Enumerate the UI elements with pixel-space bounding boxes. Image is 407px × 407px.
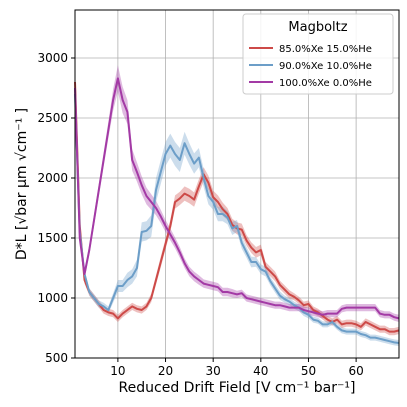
x-tick-label: 40: [253, 364, 268, 378]
legend-label-3: 100.0%Xe 0.0%He: [279, 78, 372, 89]
axis-ticks: 10 20 30 40 50 60 500 1000 1500 2000 2500 3000: [37, 51, 363, 378]
series-line-2: [74, 93, 400, 344]
x-tick-label: 10: [110, 364, 125, 378]
legend: Magboltz 85.0%Xe 15.0%He 90.0%Xe 10.0%He 1…: [242, 13, 394, 95]
series-line-3: [74, 77, 400, 320]
y-tick-label: 1500: [37, 231, 68, 245]
y-tick-label: 2000: [37, 171, 68, 185]
gridlines: [75, 10, 399, 359]
x-tick-label: 20: [158, 364, 173, 378]
y-tick-label: 2500: [37, 111, 68, 125]
legend-entries: 85.0%Xe 15.0%He 90.0%Xe 10.0%He 100.0%Xe 0…: [249, 44, 372, 89]
series-lines: [74, 77, 400, 344]
x-axis-label: Reduced Drift Field [V cm⁻¹ bar⁻¹]: [119, 380, 356, 396]
y-tick-label: 1000: [37, 291, 68, 305]
x-tick-label: 50: [301, 364, 316, 378]
x-tick-label: 60: [348, 364, 363, 378]
legend-title: Magboltz: [288, 20, 347, 35]
legend-box: [242, 13, 394, 95]
y-tick-label: 500: [45, 351, 68, 365]
x-tick-label: 30: [206, 364, 221, 378]
y-axis-label: D*L [√bar μm √cm⁻¹ ]: [14, 108, 30, 260]
legend-label-1: 85.0%Xe 15.0%He: [279, 44, 372, 55]
legend-label-2: 90.0%Xe 10.0%He: [279, 61, 372, 72]
plot-area-frame: [74, 9, 400, 359]
y-tick-label: 3000: [37, 51, 68, 65]
